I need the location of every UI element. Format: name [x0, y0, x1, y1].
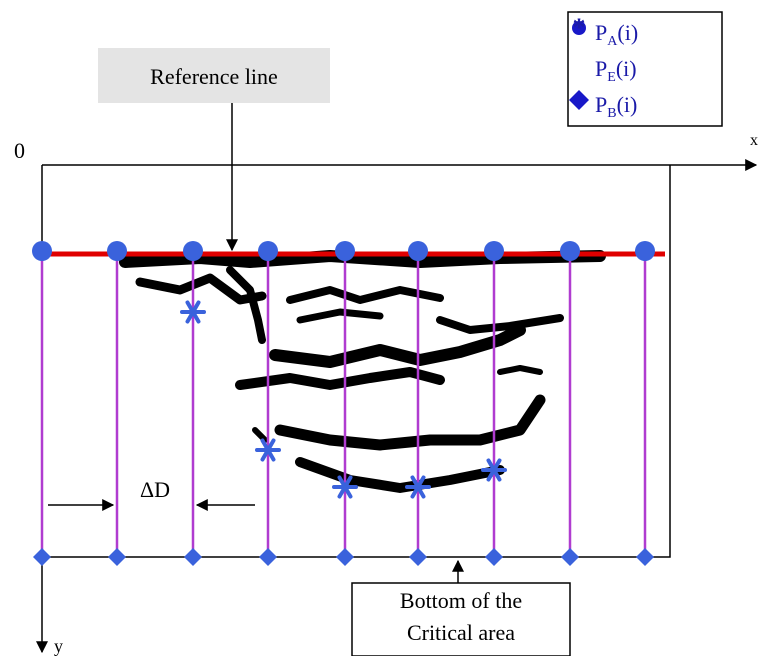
legend-label: PB(i) — [595, 92, 637, 121]
point-a — [107, 241, 127, 261]
point-b — [409, 548, 427, 566]
page: Reference line * PA(i)PE(i)PB(i) 0 x y Δ… — [0, 0, 763, 656]
point-b — [485, 548, 503, 566]
point-b — [108, 548, 126, 566]
point-a — [635, 241, 655, 261]
point-b — [33, 548, 51, 566]
legend-rest: (i) — [617, 92, 638, 117]
point-a — [32, 241, 52, 261]
origin-label: 0 — [14, 138, 25, 163]
point-b — [636, 548, 654, 566]
point-b — [184, 548, 202, 566]
diagram: Reference line * PA(i)PE(i)PB(i) 0 x y Δ… — [0, 0, 763, 656]
legend-rest: (i) — [617, 20, 638, 45]
point-a — [258, 241, 278, 261]
y-label: y — [54, 636, 63, 656]
legend-base: P — [595, 56, 607, 81]
legend-label: PE(i) — [595, 56, 637, 85]
point-a — [408, 241, 428, 261]
legend-base: P — [595, 20, 607, 45]
point-a — [183, 241, 203, 261]
reference-label: Reference line — [150, 64, 278, 89]
point-a — [560, 241, 580, 261]
sample-lines — [32, 241, 655, 566]
bottom-label-line: Bottom of the — [400, 588, 522, 613]
point-b — [336, 548, 354, 566]
spacing-label: ΔD — [140, 477, 170, 502]
legend-box — [568, 12, 722, 126]
bottom-label-line: Critical area — [407, 620, 515, 645]
point-a — [484, 241, 504, 261]
point-b — [259, 548, 277, 566]
legend: PA(i)PE(i)PB(i) — [595, 20, 638, 121]
legend-star: * — [573, 13, 586, 42]
point-a — [335, 241, 355, 261]
x-label: x — [750, 132, 758, 149]
legend-rest: (i) — [616, 56, 637, 81]
legend-sub: E — [607, 70, 616, 85]
point-b — [561, 548, 579, 566]
crack-blobs — [125, 256, 600, 488]
legend-base: P — [595, 92, 607, 117]
legend-sub: B — [607, 106, 616, 121]
legend-label: PA(i) — [595, 20, 638, 49]
